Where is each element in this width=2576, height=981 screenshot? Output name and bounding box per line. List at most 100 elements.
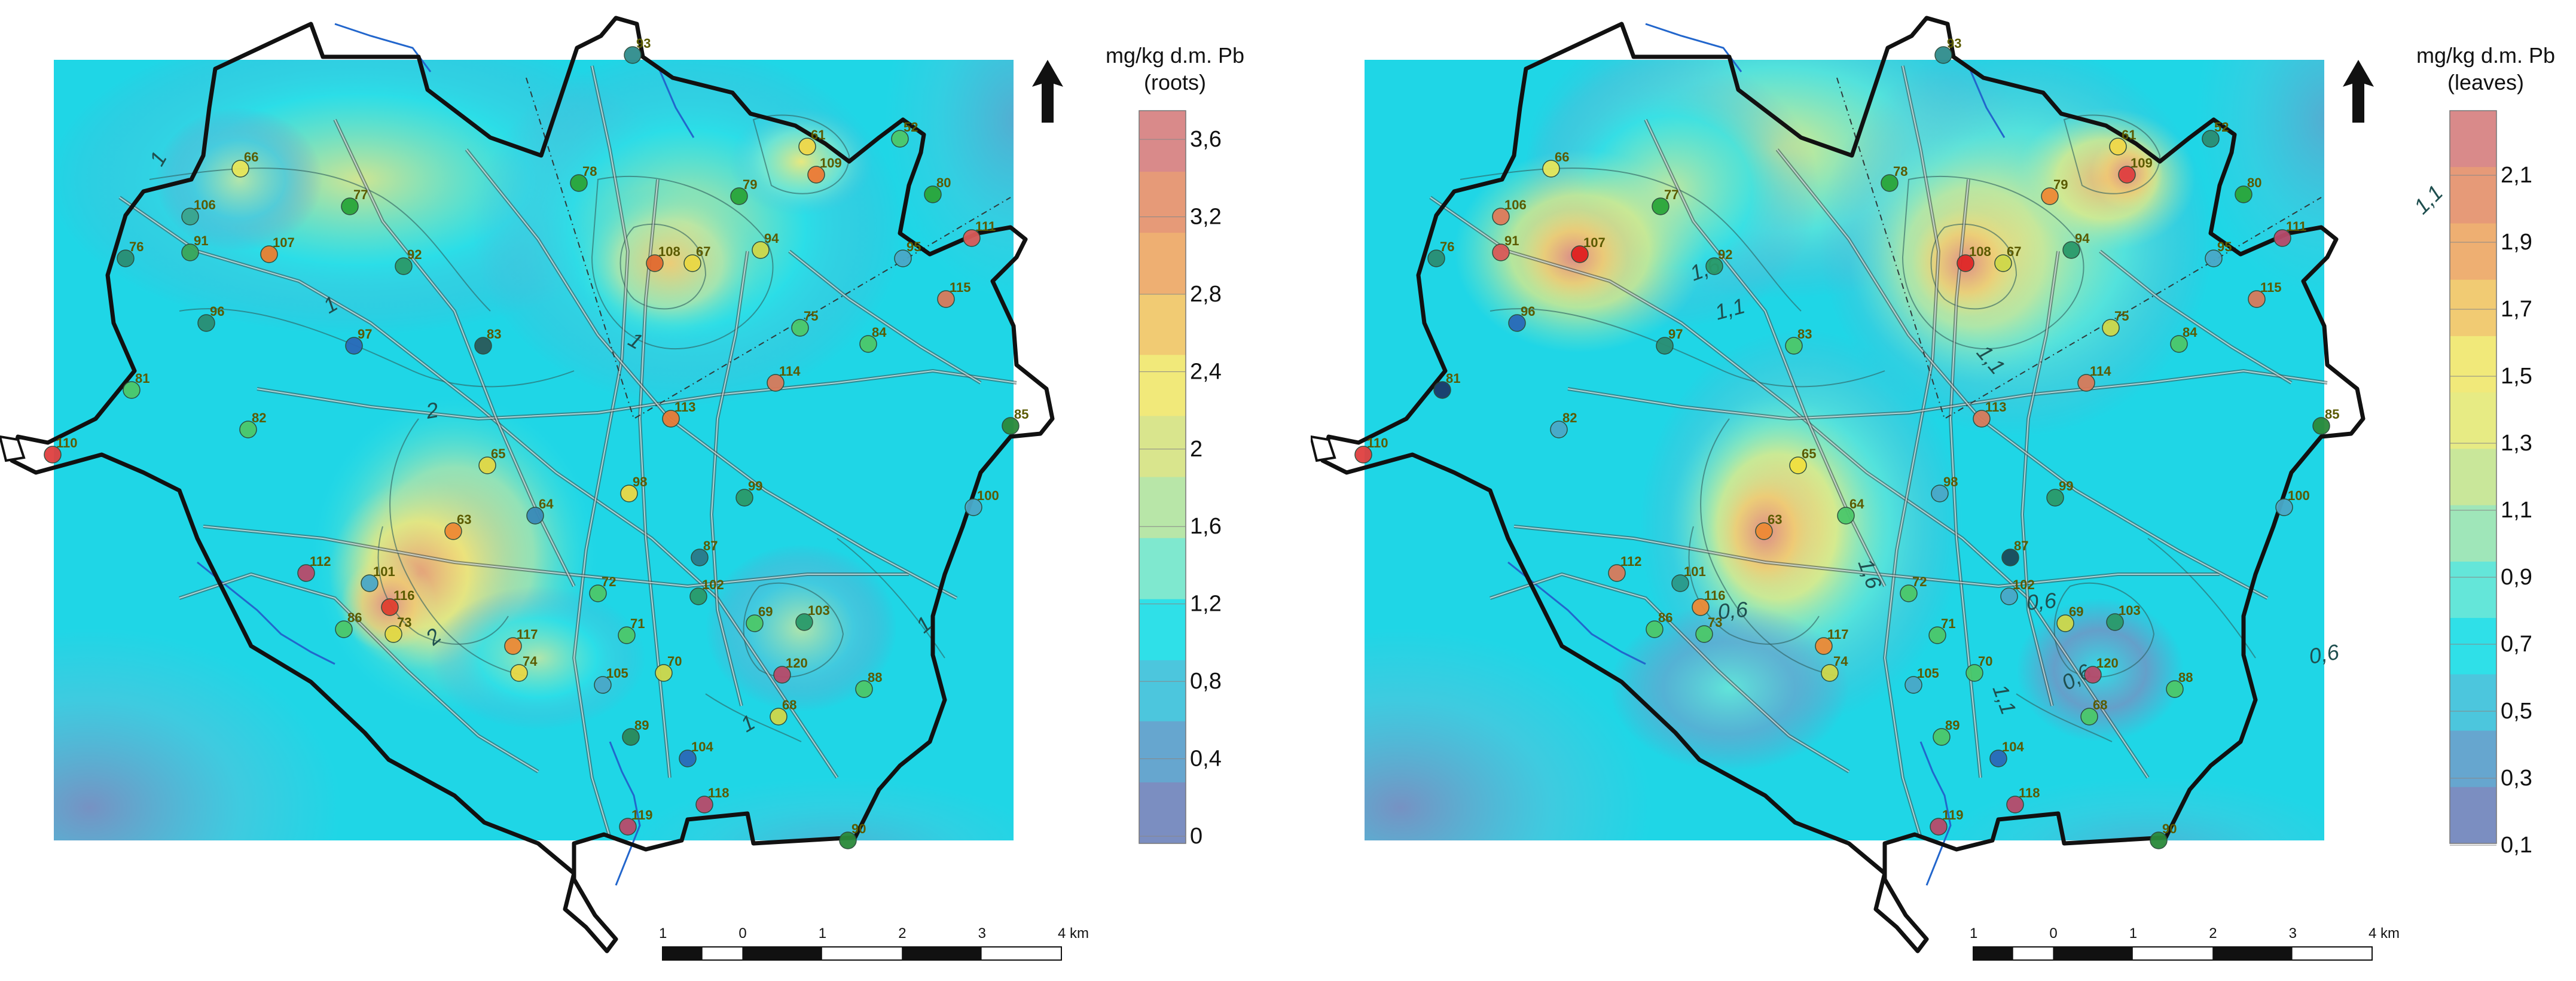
station-marker[interactable]: 99 bbox=[2046, 479, 2073, 507]
station-point[interactable] bbox=[691, 549, 709, 566]
station-marker[interactable]: 73 bbox=[384, 615, 411, 643]
station-marker[interactable]: 113 bbox=[1973, 400, 2007, 428]
station-marker[interactable]: 85 bbox=[2312, 407, 2339, 435]
station-marker[interactable]: 61 bbox=[2109, 127, 2136, 156]
station-marker[interactable]: 90 bbox=[2150, 821, 2177, 849]
station-point[interactable] bbox=[504, 637, 522, 655]
station-marker[interactable]: 113 bbox=[662, 400, 696, 428]
station-point[interactable] bbox=[1928, 626, 1946, 644]
station-marker[interactable]: 95 bbox=[2205, 239, 2232, 267]
station-marker[interactable]: 102 bbox=[2000, 577, 2035, 605]
station-marker[interactable]: 117 bbox=[1815, 627, 1849, 655]
station-marker[interactable]: 64 bbox=[526, 496, 554, 525]
station-point[interactable] bbox=[1904, 676, 1922, 694]
station-marker[interactable]: 96 bbox=[197, 304, 224, 332]
station-marker[interactable]: 80 bbox=[2235, 175, 2261, 203]
station-marker[interactable]: 108 bbox=[646, 244, 680, 272]
station-point[interactable] bbox=[937, 290, 955, 308]
station-marker[interactable]: 73 bbox=[1695, 615, 1722, 643]
station-marker[interactable]: 65 bbox=[478, 446, 505, 474]
station-marker[interactable]: 97 bbox=[1656, 327, 1683, 355]
station-point[interactable] bbox=[679, 750, 697, 767]
station-point[interactable] bbox=[2041, 187, 2059, 205]
station-marker[interactable]: 69 bbox=[2056, 604, 2083, 632]
station-marker[interactable]: 84 bbox=[2170, 325, 2197, 353]
station-point[interactable] bbox=[1695, 625, 1713, 643]
station-point[interactable] bbox=[1900, 584, 1918, 602]
station-point[interactable] bbox=[795, 613, 813, 631]
station-point[interactable] bbox=[1542, 160, 1560, 178]
station-marker[interactable]: 66 bbox=[231, 150, 258, 178]
station-marker[interactable]: 100 bbox=[2275, 488, 2310, 516]
station-point[interactable] bbox=[620, 485, 638, 502]
station-point[interactable] bbox=[1692, 598, 1710, 616]
station-marker[interactable]: 79 bbox=[2041, 177, 2068, 205]
station-marker[interactable]: 105 bbox=[1904, 666, 1939, 694]
station-point[interactable] bbox=[1821, 664, 1839, 682]
station-point[interactable] bbox=[730, 187, 748, 205]
station-marker[interactable]: 118 bbox=[2006, 785, 2040, 814]
station-point[interactable] bbox=[474, 337, 492, 355]
station-marker[interactable]: 77 bbox=[1652, 187, 1678, 215]
station-marker[interactable]: 96 bbox=[1508, 304, 1535, 332]
station-point[interactable] bbox=[2202, 130, 2220, 148]
station-marker[interactable]: 112 bbox=[297, 554, 331, 582]
station-marker[interactable]: 119 bbox=[619, 808, 653, 836]
station-point[interactable] bbox=[117, 249, 135, 267]
station-point[interactable] bbox=[2102, 319, 2120, 337]
station-point[interactable] bbox=[231, 160, 249, 178]
station-point[interactable] bbox=[1789, 456, 1807, 474]
station-point[interactable] bbox=[2109, 138, 2127, 156]
station-point[interactable] bbox=[1656, 337, 1674, 355]
station-marker[interactable]: 67 bbox=[683, 244, 710, 272]
station-point[interactable] bbox=[622, 728, 640, 746]
station-marker[interactable]: 99 bbox=[735, 479, 762, 507]
station-marker[interactable]: 92 bbox=[1705, 247, 1732, 275]
station-point[interactable] bbox=[746, 614, 764, 632]
station-point[interactable] bbox=[2001, 549, 2019, 566]
station-point[interactable] bbox=[2106, 613, 2124, 631]
station-point[interactable] bbox=[2084, 666, 2102, 684]
station-point[interactable] bbox=[1957, 254, 1974, 272]
station-point[interactable] bbox=[395, 257, 413, 275]
station-marker[interactable]: 70 bbox=[1965, 654, 1992, 682]
station-point[interactable] bbox=[624, 46, 642, 64]
station-marker[interactable]: 83 bbox=[474, 327, 501, 355]
station-marker[interactable]: 86 bbox=[335, 610, 362, 638]
station-point[interactable] bbox=[689, 587, 707, 605]
station-point[interactable] bbox=[770, 708, 788, 726]
station-point[interactable] bbox=[767, 374, 785, 392]
station-marker[interactable]: 98 bbox=[1931, 474, 1958, 502]
station-point[interactable] bbox=[594, 676, 612, 694]
station-marker[interactable]: 120 bbox=[773, 656, 808, 684]
station-point[interactable] bbox=[239, 421, 257, 438]
station-marker[interactable]: 77 bbox=[341, 187, 368, 215]
station-point[interactable] bbox=[2000, 587, 2018, 605]
station-point[interactable] bbox=[894, 249, 912, 267]
station-marker[interactable]: 81 bbox=[123, 371, 149, 399]
station-marker[interactable]: 82 bbox=[1550, 410, 1577, 438]
station-marker[interactable]: 106 bbox=[1492, 197, 1527, 226]
station-marker[interactable]: 98 bbox=[620, 474, 647, 502]
station-marker[interactable]: 84 bbox=[859, 325, 887, 353]
station-point[interactable] bbox=[589, 584, 607, 602]
station-marker[interactable]: 103 bbox=[795, 603, 830, 631]
station-point[interactable] bbox=[2248, 290, 2266, 308]
station-point[interactable] bbox=[1427, 249, 1445, 267]
station-marker[interactable]: 68 bbox=[2080, 697, 2107, 726]
station-point[interactable] bbox=[2170, 335, 2188, 353]
station-marker[interactable]: 107 bbox=[1571, 235, 1606, 263]
station-point[interactable] bbox=[570, 174, 588, 192]
station-marker[interactable]: 66 bbox=[1542, 150, 1569, 178]
station-marker[interactable]: 102 bbox=[689, 577, 724, 605]
station-marker[interactable]: 94 bbox=[2062, 231, 2090, 259]
station-marker[interactable]: 78 bbox=[570, 164, 597, 192]
station-point[interactable] bbox=[839, 831, 857, 849]
station-point[interactable] bbox=[2006, 796, 2024, 814]
station-point[interactable] bbox=[1930, 818, 1948, 836]
station-point[interactable] bbox=[2046, 489, 2064, 507]
station-point[interactable] bbox=[807, 166, 825, 184]
station-marker[interactable]: 76 bbox=[1427, 239, 1454, 267]
station-point[interactable] bbox=[773, 666, 791, 684]
station-point[interactable] bbox=[345, 337, 363, 355]
